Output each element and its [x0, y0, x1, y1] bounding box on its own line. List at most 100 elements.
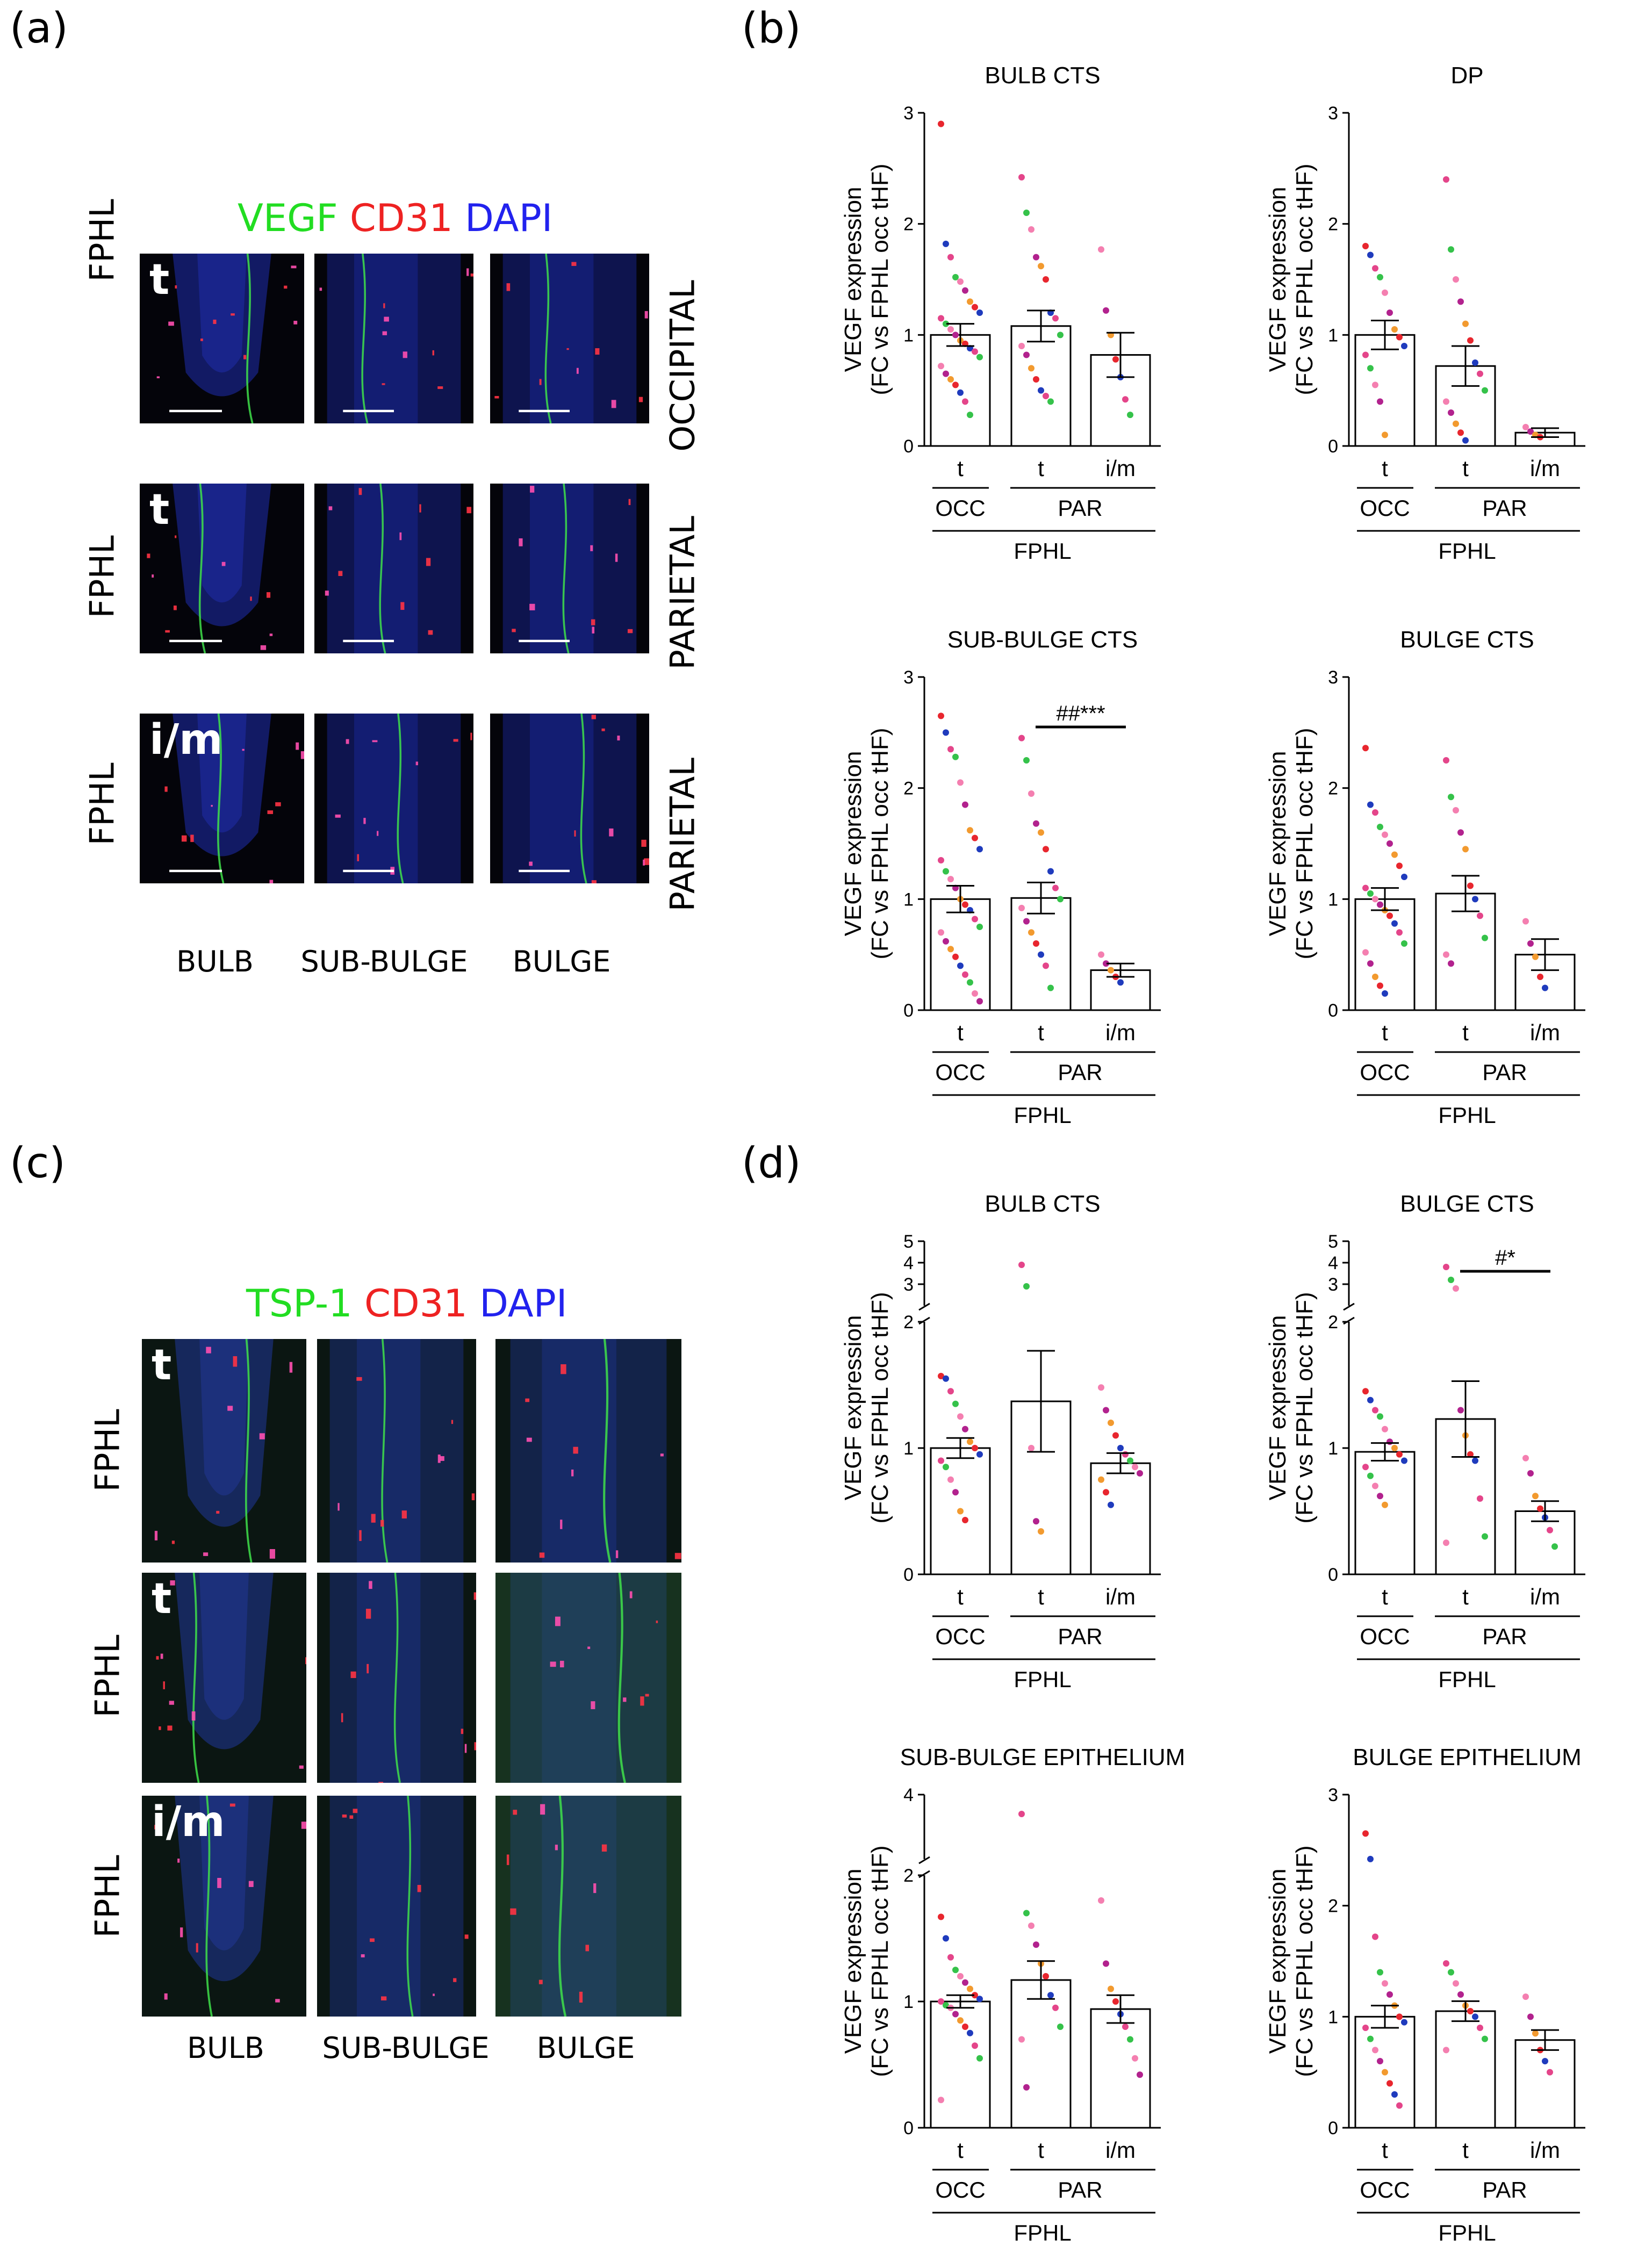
data-point	[1362, 884, 1369, 891]
data-point	[1098, 1897, 1104, 1904]
data-point	[962, 2024, 968, 2030]
data-point	[1396, 1451, 1403, 1458]
data-point	[1372, 896, 1378, 903]
data-point	[967, 827, 973, 834]
side-label-parietal-2: PARIETAL	[663, 758, 702, 912]
data-point	[1362, 351, 1369, 358]
data-point	[1542, 2058, 1548, 2064]
micrograph-a-r2-c2	[313, 483, 475, 654]
data-point	[1386, 309, 1393, 316]
x-category-label: i/m	[1530, 1584, 1560, 1609]
data-point	[1028, 226, 1034, 233]
data-point	[1401, 2019, 1407, 2026]
x-category-label: i/m	[1530, 2137, 1560, 2163]
data-point	[1391, 920, 1398, 927]
x-category-label: t	[1462, 1584, 1469, 1609]
data-point	[1372, 381, 1378, 388]
data-point	[962, 1979, 968, 1986]
y-tick-label: 3	[1328, 1785, 1338, 1805]
data-point	[943, 370, 949, 377]
micrograph-corner-label: t	[152, 1341, 172, 1389]
micrograph-c-r3-c3	[494, 1795, 682, 2018]
data-point	[967, 979, 973, 986]
chart-title: BULGE EPITHELIUM	[1353, 1744, 1581, 1770]
data-point	[1367, 801, 1374, 808]
data-point	[962, 971, 968, 978]
data-point	[1372, 1933, 1378, 1940]
data-point	[1382, 1501, 1388, 1508]
data-point	[1367, 365, 1374, 372]
data-point	[947, 1954, 954, 1961]
data-point	[1362, 243, 1369, 249]
data-point	[976, 924, 983, 930]
significance-label: #*	[1495, 1246, 1515, 1270]
data-point	[957, 1508, 964, 1515]
data-point	[1443, 951, 1449, 958]
data-point	[976, 2055, 983, 2062]
y-tick-label: 2	[903, 214, 914, 235]
y-tick-label: 1	[903, 889, 914, 910]
data-point	[1537, 1505, 1543, 1512]
data-point	[1043, 846, 1049, 853]
data-point	[972, 2042, 978, 2049]
data-point	[952, 953, 959, 960]
chart-6: BULGE CTS VEGF expression (FC vs FPHL occ …	[1252, 1187, 1618, 1692]
panel-letter-a: (a)	[10, 4, 68, 53]
data-point	[967, 1985, 973, 1992]
y-tick-label: 2	[1328, 779, 1338, 799]
data-point	[1472, 896, 1478, 903]
data-point	[1396, 929, 1403, 936]
data-point	[1391, 851, 1398, 858]
data-point	[1396, 2013, 1403, 2020]
data-point	[943, 2002, 949, 2009]
data-point	[1117, 979, 1124, 986]
data-point	[938, 1913, 944, 1920]
data-point	[1362, 745, 1369, 752]
data-point	[1443, 1264, 1449, 1270]
micrograph-corner-label: i/m	[149, 716, 223, 764]
data-point	[972, 834, 978, 841]
col-label-c-bulb: BULB	[187, 2031, 264, 2065]
row-label-c-3: FPHL	[88, 1855, 127, 1938]
x-category-label: t	[1038, 1584, 1044, 1609]
data-point	[1477, 912, 1483, 919]
bottom-label: FPHL	[1014, 1103, 1071, 1123]
data-point	[1396, 2102, 1403, 2109]
data-point	[1443, 398, 1449, 405]
bottom-label: FPHL	[1438, 1103, 1496, 1123]
data-point	[1023, 757, 1030, 764]
data-point	[1127, 1457, 1133, 1464]
x-category-label: t	[1382, 1584, 1388, 1609]
data-point	[1472, 1457, 1478, 1464]
y-axis-label-sub: (FC vs FPHL occ tHF)	[1291, 1845, 1318, 2077]
data-point	[1401, 940, 1407, 947]
col-label-a-subbulge: SUB-BULGE	[300, 945, 468, 978]
x-category-label: t	[1382, 456, 1388, 481]
x-category-label: t	[1038, 2137, 1044, 2163]
data-point	[1367, 890, 1374, 897]
group-label-par: PAR	[1482, 1624, 1527, 1649]
data-point	[952, 2011, 959, 2018]
data-point	[1103, 1407, 1109, 1414]
col-label-c-bulge: BULGE	[536, 2031, 635, 2065]
micrograph-corner-label: i/m	[152, 1798, 225, 1846]
axis-break-mark	[1343, 1316, 1355, 1325]
data-point	[1477, 1495, 1483, 1502]
data-point	[1382, 2069, 1388, 2076]
data-point	[1372, 2047, 1378, 2054]
data-point	[1448, 960, 1454, 967]
data-point	[1127, 2036, 1133, 2043]
data-point	[1382, 831, 1388, 838]
data-point	[1033, 254, 1039, 261]
data-point	[1443, 176, 1449, 183]
x-category-label: t	[1382, 2137, 1388, 2163]
y-tick-label: 0	[903, 436, 914, 457]
data-point	[1401, 874, 1407, 880]
y-tick-label: 2	[1328, 1896, 1338, 1917]
micrograph-corner-label: t	[152, 1575, 172, 1623]
y-axis-label: VEGF expression	[840, 1315, 866, 1501]
data-point	[1137, 1470, 1143, 1477]
row-label-a-1: FPHL	[82, 199, 122, 282]
data-point	[1108, 1985, 1114, 1992]
data-point	[1382, 289, 1388, 296]
